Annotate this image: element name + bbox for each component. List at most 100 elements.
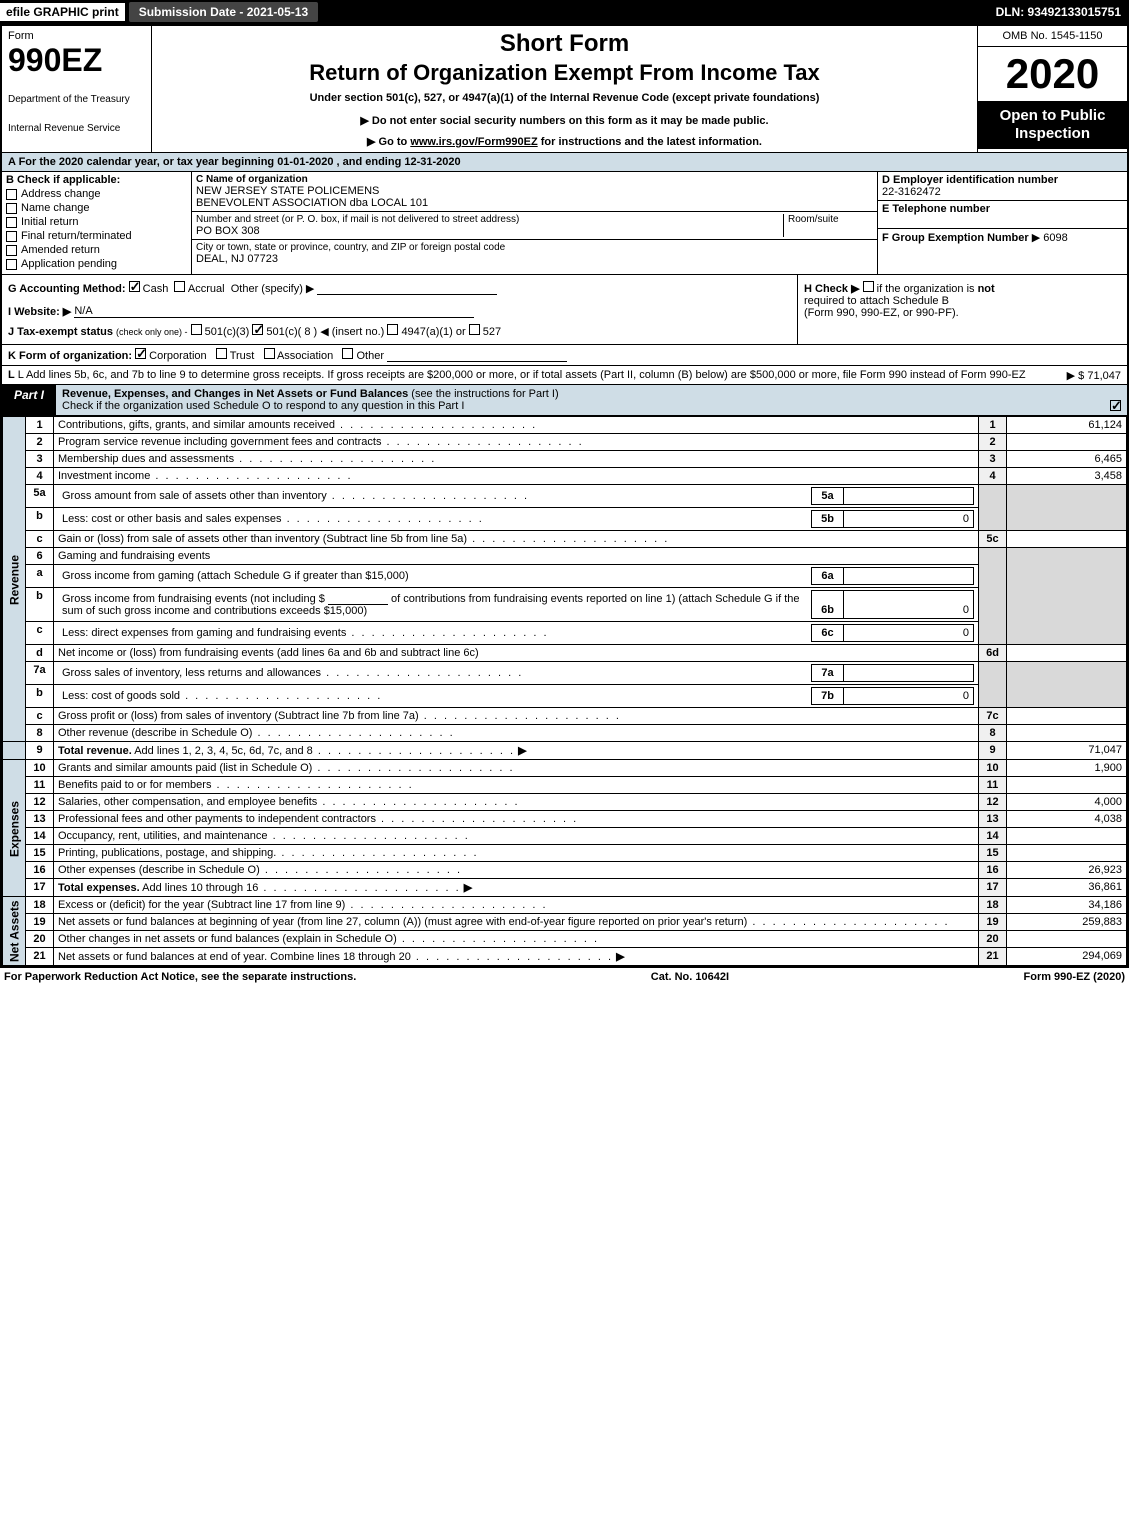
checkbox-501c3[interactable] — [191, 324, 202, 335]
line-num: 11 — [26, 777, 54, 794]
part1-tab: Part I — [2, 385, 56, 415]
omb-number: OMB No. 1545-1150 — [978, 26, 1127, 47]
checkbox-icon — [6, 259, 17, 270]
check-initial-return[interactable]: Initial return — [6, 216, 187, 228]
form-container: Form 990EZ Department of the Treasury In… — [0, 24, 1129, 968]
checkbox-icon — [6, 203, 17, 214]
shaded-cell — [979, 485, 1007, 531]
checkbox-h[interactable] — [863, 281, 874, 292]
checkbox-527[interactable] — [469, 324, 480, 335]
inner-num: 6b — [812, 591, 844, 619]
line-amount: 3,458 — [1007, 468, 1127, 485]
line-desc: Less: cost of goods sold 7b 0 — [54, 685, 979, 708]
opt-assoc: Association — [277, 350, 333, 362]
line-ref: 11 — [979, 777, 1007, 794]
accounting-method-label: G Accounting Method: — [8, 283, 126, 295]
line-amount — [1007, 708, 1127, 725]
line-num: 14 — [26, 828, 54, 845]
line-ref: 2 — [979, 434, 1007, 451]
line-ref: 17 — [979, 879, 1007, 897]
check-address-change[interactable]: Address change — [6, 188, 187, 200]
inner-num: 6a — [812, 568, 844, 585]
check-amended-return[interactable]: Amended return — [6, 244, 187, 256]
line-num: 18 — [26, 897, 54, 914]
line-num: 8 — [26, 725, 54, 742]
opt-527: 527 — [483, 326, 501, 338]
group-exemption-value: ▶ 6098 — [1032, 232, 1068, 244]
line-num: 16 — [26, 862, 54, 879]
irs-link[interactable]: www.irs.gov/Form990EZ — [410, 136, 537, 148]
other-specify-field[interactable] — [317, 294, 497, 295]
line-ref: 4 — [979, 468, 1007, 485]
line-num: c — [26, 708, 54, 725]
line-amount: 294,069 — [1007, 948, 1127, 966]
short-form-title: Short Form — [162, 30, 967, 58]
line-ref: 1 — [979, 417, 1007, 434]
inner-amt: 0 — [844, 591, 974, 619]
line-num: 9 — [26, 742, 54, 760]
line-num: 6 — [26, 548, 54, 565]
form-label: Form — [8, 30, 145, 42]
line-ref: 12 — [979, 794, 1007, 811]
room-label: Room/suite — [788, 214, 873, 225]
checkbox-501c[interactable] — [252, 324, 263, 335]
opt-other: Other — [356, 350, 384, 362]
check-name-change[interactable]: Name change — [6, 202, 187, 214]
street-value: PO BOX 308 — [196, 225, 783, 237]
checkbox-association[interactable] — [264, 348, 275, 359]
line-num: 20 — [26, 931, 54, 948]
line-amount — [1007, 828, 1127, 845]
line-num: 2 — [26, 434, 54, 451]
l-amount: ▶ $ 71,047 — [1067, 369, 1121, 382]
other-org-field[interactable] — [387, 361, 567, 362]
efile-badge[interactable]: efile GRAPHIC print — [0, 3, 125, 21]
inner-num: 7a — [812, 665, 844, 682]
box-b-label: B Check if applicable: — [6, 174, 187, 186]
shaded-cell — [1007, 548, 1127, 645]
box-c: C Name of organization NEW JERSEY STATE … — [192, 172, 877, 274]
box-g-i-j: G Accounting Method: Cash Accrual Other … — [2, 275, 797, 344]
open-to-public: Open to Public Inspection — [978, 101, 1127, 149]
group-exemption-label: F Group Exemption Number — [882, 232, 1029, 244]
check-label: Initial return — [21, 216, 78, 228]
checkbox-cash[interactable] — [129, 281, 140, 292]
header-center: Short Form Return of Organization Exempt… — [152, 26, 977, 152]
line-desc: Net assets or fund balances at beginning… — [54, 914, 979, 931]
line-desc: Gross profit or (loss) from sales of inv… — [54, 708, 979, 725]
checkbox-icon — [6, 245, 17, 256]
graphic-text: GRAPHIC — [33, 5, 88, 19]
dln-label: DLN: 93492133015751 — [996, 5, 1129, 19]
box-b: B Check if applicable: Address change Na… — [2, 172, 192, 274]
line-desc: Gross income from gaming (attach Schedul… — [54, 565, 979, 588]
opt-corp: Corporation — [149, 350, 206, 362]
inner-num: 7b — [812, 688, 844, 705]
line-ref: 5c — [979, 531, 1007, 548]
line-num: c — [26, 622, 54, 645]
line-desc: Net income or (loss) from fundraising ev… — [54, 645, 979, 662]
checkbox-4947[interactable] — [387, 324, 398, 335]
check-application-pending[interactable]: Application pending — [6, 258, 187, 270]
checkbox-trust[interactable] — [216, 348, 227, 359]
inner-amt — [844, 568, 974, 585]
row-gh: G Accounting Method: Cash Accrual Other … — [2, 275, 1127, 345]
check-final-return[interactable]: Final return/terminated — [6, 230, 187, 242]
print-text: print — [92, 5, 119, 19]
checkbox-schedule-o[interactable] — [1110, 400, 1121, 411]
efile-text: efile — [6, 5, 30, 19]
inner-num: 5b — [812, 511, 844, 528]
part1-title-block: Revenue, Expenses, and Changes in Net As… — [56, 385, 1127, 415]
revenue-tab: Revenue — [3, 417, 26, 742]
checkbox-other-org[interactable] — [342, 348, 353, 359]
line-amount: 1,900 — [1007, 760, 1127, 777]
goto-line: ▶ Go to www.irs.gov/Form990EZ for instru… — [162, 135, 967, 148]
line-num: 21 — [26, 948, 54, 966]
check-label: Final return/terminated — [21, 230, 132, 242]
line-amount: 61,124 — [1007, 417, 1127, 434]
line-ref: 14 — [979, 828, 1007, 845]
inner-amt: 0 — [844, 688, 974, 705]
footer-center: Cat. No. 10642I — [651, 971, 729, 983]
row-k: K Form of organization: Corporation Trus… — [2, 345, 1127, 366]
dept-treasury: Department of the Treasury — [8, 94, 145, 105]
checkbox-accrual[interactable] — [174, 281, 185, 292]
checkbox-corporation[interactable] — [135, 348, 146, 359]
